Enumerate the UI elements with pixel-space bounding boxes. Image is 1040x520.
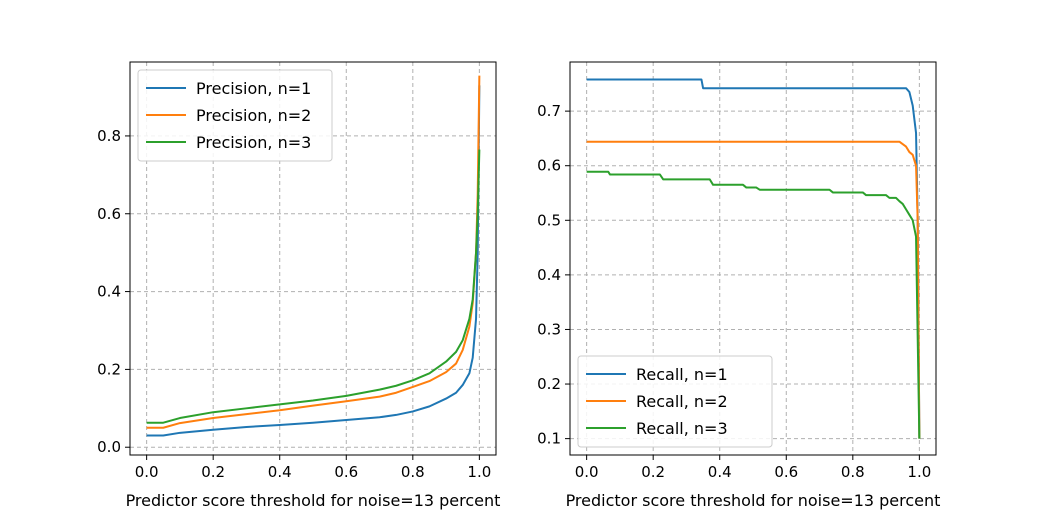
chart-0-y-tick-label: 0.8 (97, 127, 121, 145)
chart-0-legend-box (137, 69, 333, 162)
chart-0-legend-label-2: Precision, n=2 (196, 106, 311, 125)
chart-1-legend-label-2: Recall, n=2 (636, 392, 728, 411)
chart-0-x-axis-label: Predictor score threshold for noise=13 p… (126, 491, 501, 510)
chart-1-y-tick-label: 0.7 (537, 102, 561, 120)
chart-0-y-tick-label: 0.2 (97, 360, 121, 378)
recall-chart: 0.0 0.2 0.4 0.6 0.8 1.0 0.1 0.2 0.3 0.4 0.5 0.6 0.7 P… (537, 61, 941, 510)
chart-0-x-tick-label: 0.6 (334, 463, 358, 481)
chart-1-axes-frame (569, 61, 937, 456)
chart-0-legend: Precision, n=1 Precision, n=2 Precision, n… (137, 69, 333, 162)
chart-0-series-line-1 (146, 85, 481, 437)
chart-0-y-tick-label: 0.4 (97, 283, 121, 301)
chart-1-x-tick-label: 0.0 (575, 463, 599, 481)
chart-1-y-tick-label: 0.2 (537, 375, 561, 393)
chart-1-legend-box (577, 355, 773, 448)
chart-1-series-line-2 (586, 140, 921, 439)
chart-0-x-tick-label: 0.4 (268, 463, 292, 481)
chart-0-y-tick-label: 0.6 (97, 205, 121, 223)
chart-1-y-tick-label: 0.1 (537, 430, 561, 448)
chart-1-y-tick-label: 0.6 (537, 157, 561, 175)
chart-1-y-tick-label: 0.5 (537, 211, 561, 229)
chart-1-legend-label-3: Recall, n=3 (636, 419, 728, 438)
chart-0-x-tick-label: 0.0 (135, 463, 159, 481)
chart-0-legend-label-3: Precision, n=3 (196, 133, 311, 152)
chart-1-x-tick-label: 0.6 (774, 463, 798, 481)
chart-1-x-axis-label: Predictor score threshold for noise=13 p… (566, 491, 941, 510)
chart-1-x-tick-label: 0.8 (841, 463, 865, 481)
chart-1-x-tick-label: 0.4 (708, 463, 732, 481)
chart-0-legend-label-1: Precision, n=1 (196, 79, 311, 98)
chart-0-series-line-3 (146, 149, 481, 424)
chart-1-y-tick-label: 0.3 (537, 320, 561, 338)
chart-1-y-tick-label: 0.4 (537, 266, 561, 284)
chart-0-x-tick-label: 1.0 (467, 463, 491, 481)
chart-0-axes-frame (129, 61, 497, 456)
chart-1-legend: Recall, n=1 Recall, n=2 Recall, n=3 (577, 355, 773, 448)
chart-1-series-line-3 (586, 170, 921, 439)
chart-0-y-tick-label: 0.0 (97, 438, 121, 456)
precision-chart: 0.0 0.2 0.4 0.6 0.8 1.0 0.0 0.2 0.4 0.6 0.8 Predict… (97, 61, 501, 510)
chart-0-x-tick-label: 0.2 (201, 463, 225, 481)
chart-0-x-tick-label: 0.8 (401, 463, 425, 481)
chart-1-x-tick-label: 1.0 (907, 463, 931, 481)
chart-1-legend-label-1: Recall, n=1 (636, 365, 728, 384)
chart-1-x-tick-label: 0.2 (641, 463, 665, 481)
